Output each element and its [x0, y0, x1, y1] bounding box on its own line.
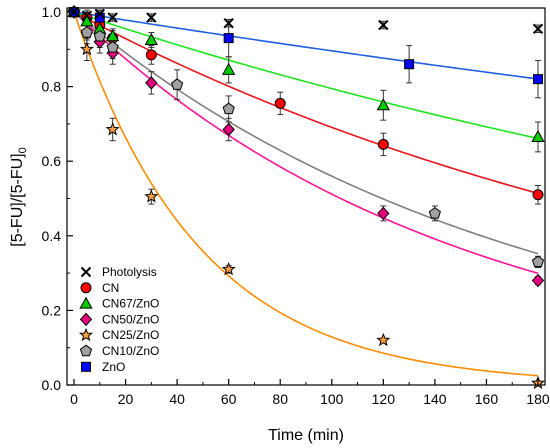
legend-item: CN [80, 281, 119, 295]
legend-marker [79, 296, 93, 309]
x-tick-label: 160 [475, 391, 499, 407]
svg-text:[5-FU]/[5-FU]0: [5-FU]/[5-FU]0 [9, 147, 29, 246]
x-tick-label: 20 [118, 391, 134, 407]
legend-label: CN10/ZnO [102, 344, 159, 358]
data-point [428, 207, 441, 219]
legend-marker [79, 312, 93, 327]
legend-marker [81, 361, 91, 372]
y-axis-title: [5-FU]/[5-FU]0 [9, 147, 29, 246]
legend-item: CN67/ZnO [79, 296, 159, 311]
data-point [79, 41, 94, 56]
fit-curve-3 [73, 11, 539, 275]
legend-item: CN10/ZnO [79, 344, 159, 358]
data-point [105, 122, 120, 136]
x-tick-label: 140 [423, 391, 447, 407]
y-tick-label: 0.4 [42, 228, 62, 244]
data-point [222, 62, 236, 75]
data-point [377, 206, 390, 221]
data-point [533, 74, 543, 85]
data-point [377, 138, 389, 150]
data-point [106, 29, 120, 42]
axis-ticks: 0 20 40 60 80 100 120 140 160 180 0.0 0.2 0.4 0.6 0.8 1… [42, 4, 550, 407]
legend-marker [78, 327, 94, 342]
data-point [223, 17, 234, 29]
x-tick-label: 100 [320, 391, 344, 407]
fit-curve-4 [73, 11, 539, 377]
y-tick-label: 1.0 [42, 4, 62, 20]
y-tick-label: 0.0 [42, 377, 62, 393]
data-point [145, 76, 158, 90]
y-axis-title-main: [5-FU]/[5-FU] [9, 153, 26, 246]
data-point [107, 12, 118, 23]
data-markers [66, 4, 546, 390]
data-point [531, 273, 545, 288]
data-point [144, 189, 159, 203]
fit-curve-1 [73, 11, 539, 195]
data-point [223, 33, 234, 44]
data-point [80, 26, 93, 38]
legend-marker [80, 266, 92, 278]
data-point [146, 12, 157, 23]
data-point [106, 41, 119, 53]
data-point [81, 10, 93, 21]
data-point [404, 59, 415, 70]
data-point [222, 122, 235, 137]
data-point [532, 189, 544, 201]
legend-label: CN67/ZnO [102, 297, 159, 311]
data-point [222, 102, 235, 115]
x-tick-label: 120 [372, 391, 396, 407]
data-point [376, 98, 390, 111]
legend-item: CN50/ZnO [79, 312, 159, 327]
data-point [144, 32, 158, 45]
data-point [221, 261, 236, 276]
x-tick-label: 80 [272, 391, 288, 407]
legend-marker [79, 344, 93, 357]
data-point [94, 8, 105, 20]
fit-curve-6 [73, 11, 539, 80]
data-point [378, 19, 389, 31]
x-tick-label: 40 [169, 391, 185, 407]
legend-label: Photolysis [102, 265, 157, 279]
x-tick-label: 60 [221, 391, 237, 407]
data-point [274, 97, 286, 109]
y-tick-label: 0.6 [42, 153, 62, 169]
data-point [145, 49, 157, 61]
legend-label: CN50/ZnO [102, 312, 159, 326]
data-point [68, 6, 80, 18]
legend-label: CN [102, 281, 119, 295]
y-tick-label: 0.8 [42, 79, 62, 95]
legend-item: Photolysis [80, 265, 157, 279]
data-point [532, 23, 544, 34]
fit-curve-2 [73, 11, 539, 140]
data-point [376, 332, 391, 347]
y-axis-title-sub: 0 [17, 147, 29, 153]
x-axis-title: Time (min) [268, 427, 344, 444]
data-point [93, 29, 106, 42]
x-tick-label: 180 [526, 391, 550, 407]
data-point [531, 129, 545, 142]
x-tick-label: 0 [70, 391, 78, 407]
y-tick-label: 0.2 [42, 302, 62, 318]
data-point [171, 78, 184, 90]
data-point [531, 255, 545, 268]
legend-marker [80, 282, 92, 294]
legend-item: ZnO [81, 360, 125, 374]
legend-label: CN25/ZnO [102, 328, 159, 342]
legend-label: ZnO [102, 360, 125, 374]
legend-item: CN25/ZnO [78, 327, 159, 342]
